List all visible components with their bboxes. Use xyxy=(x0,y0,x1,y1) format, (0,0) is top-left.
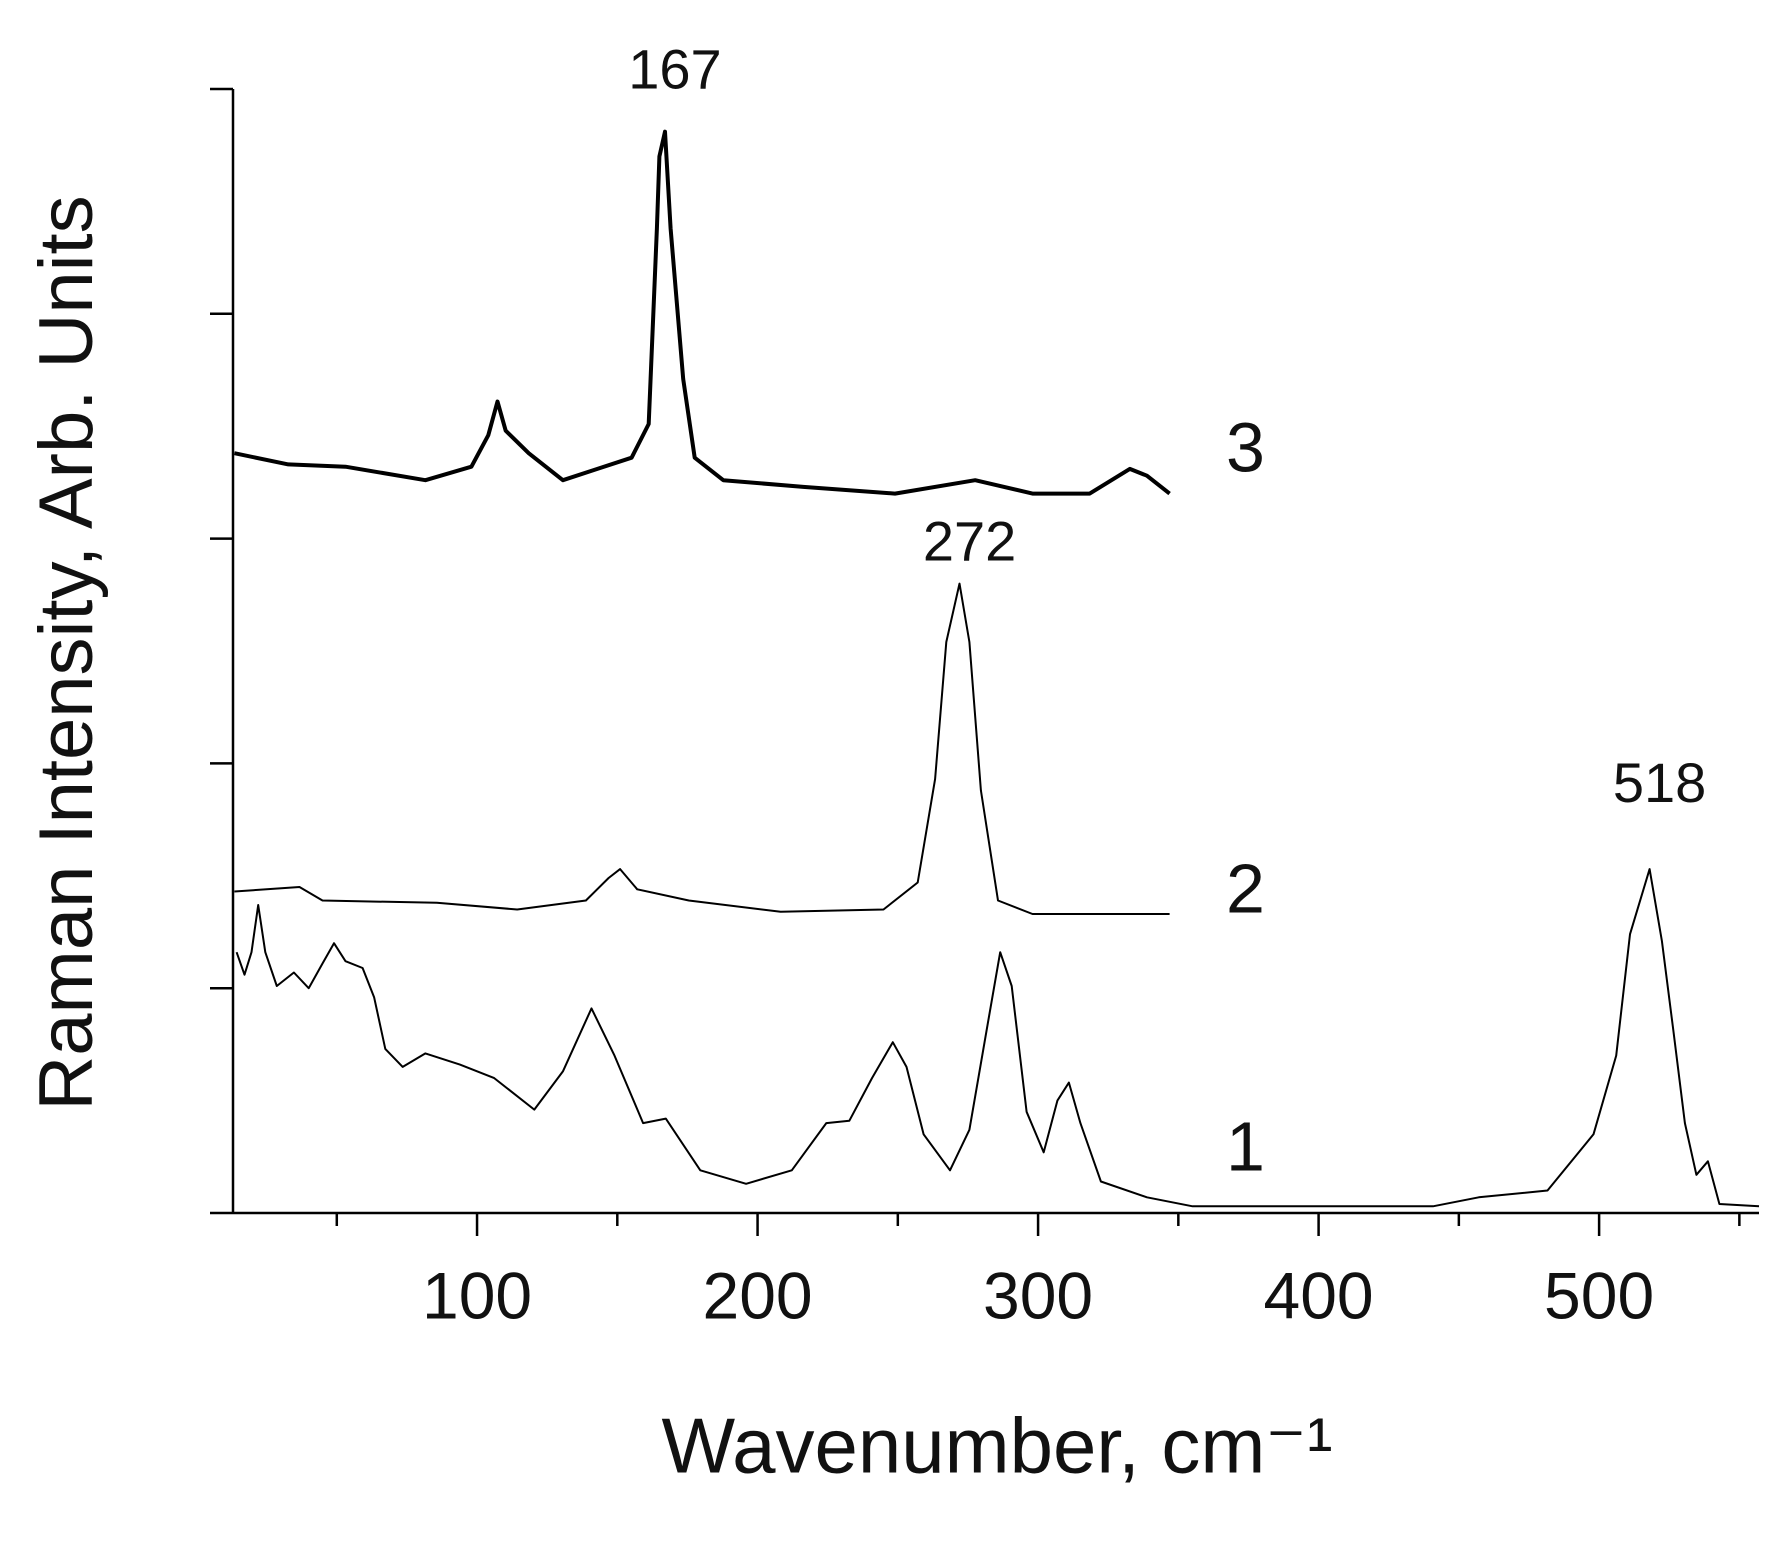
x-axis-title: Wavenumber, cm⁻¹ xyxy=(661,1402,1332,1490)
x-tick-label: 400 xyxy=(1264,1258,1374,1332)
series-label: 3 xyxy=(1226,408,1265,486)
spectrum-line xyxy=(235,868,1760,1208)
peak-annotation: 272 xyxy=(923,509,1016,572)
peak-annotation: 167 xyxy=(628,38,721,101)
y-axis-title: Raman Intensity, Arb. Units xyxy=(24,195,109,1110)
x-tick-label: 200 xyxy=(703,1258,813,1332)
x-tick-label: 300 xyxy=(983,1258,1093,1332)
series-label: 1 xyxy=(1226,1107,1265,1185)
peak-annotation: 518 xyxy=(1613,751,1706,814)
x-tick-label: 500 xyxy=(1544,1258,1654,1332)
spectrum-line xyxy=(233,129,1171,496)
series-label: 2 xyxy=(1226,849,1265,927)
x-tick-label: 100 xyxy=(422,1258,532,1332)
spectrum-line xyxy=(234,582,1170,915)
